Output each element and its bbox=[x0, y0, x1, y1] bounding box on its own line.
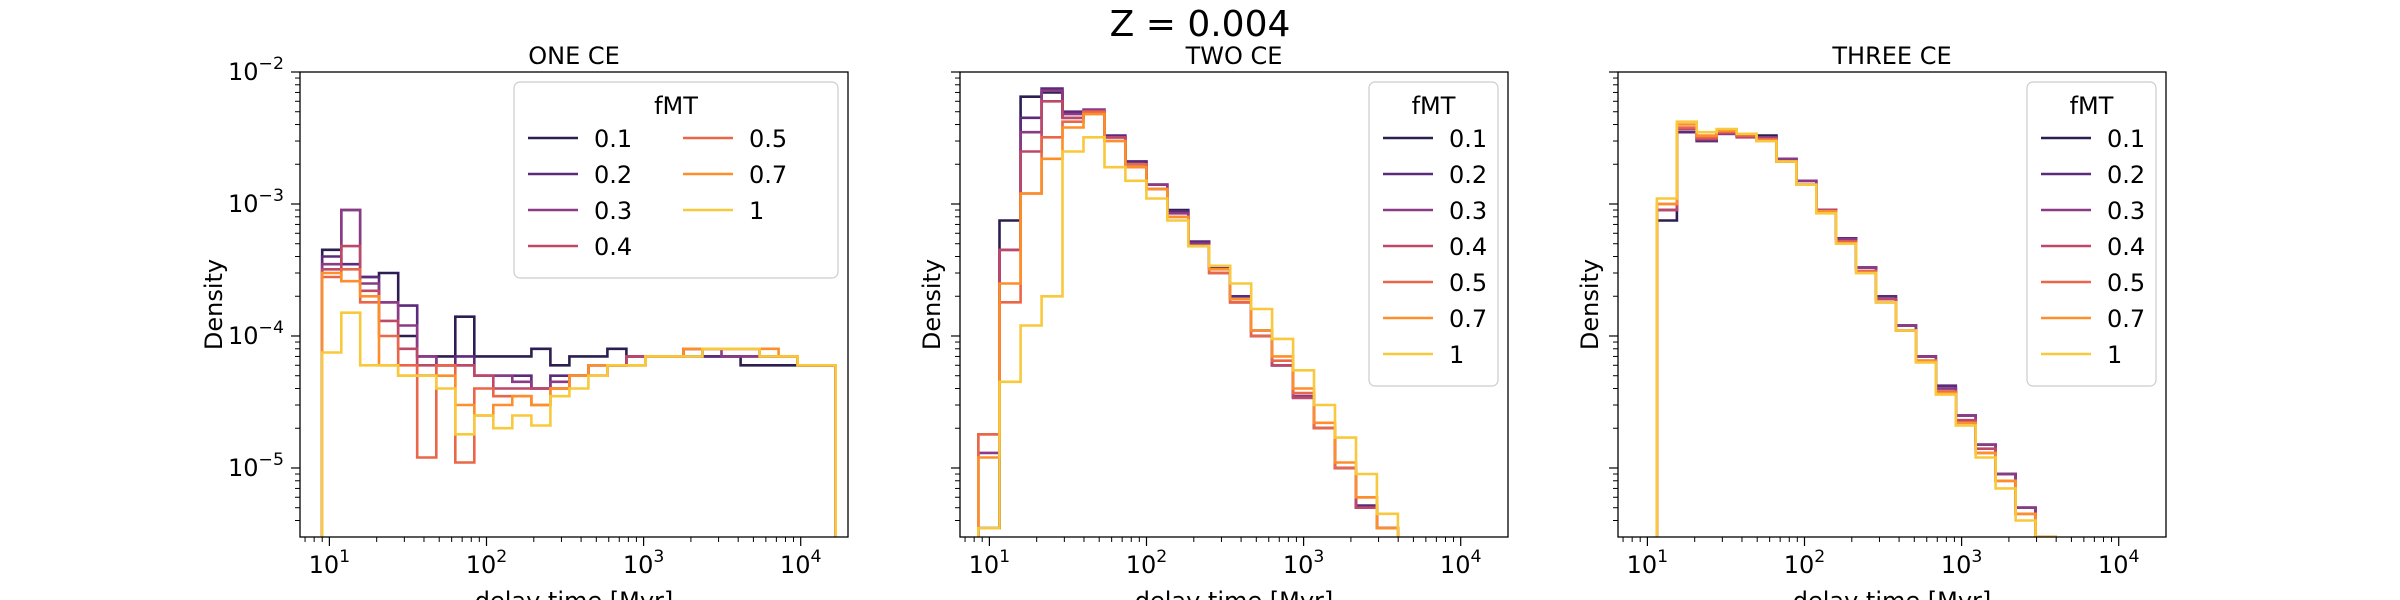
legend-entry-label: 0.7 bbox=[1449, 305, 1487, 333]
x-tick-label: 102 bbox=[1126, 547, 1168, 579]
legend: fMT 0.1 0.2 0.3 0.4 0.5 0.7 1 bbox=[2026, 81, 2157, 387]
y-tick-label: 10−5 bbox=[228, 450, 284, 482]
legend-entry-label: 0.4 bbox=[1449, 233, 1487, 261]
legend-title: fMT bbox=[1412, 92, 1456, 120]
legend-entry-label: 0.1 bbox=[594, 125, 632, 153]
x-axis-label: delay time [Myr] bbox=[1793, 587, 1992, 600]
legend-entry-label: 0.4 bbox=[594, 233, 632, 261]
series-line-0-7 bbox=[977, 112, 1400, 537]
legend-entry-label: 0.7 bbox=[749, 161, 787, 189]
x-tick-label: 101 bbox=[969, 547, 1011, 579]
series-line-1 bbox=[1655, 120, 2057, 537]
legend-entry-label: 0.2 bbox=[594, 161, 632, 189]
legend-entry-label: 1 bbox=[1449, 341, 1464, 369]
x-tick-label: 101 bbox=[1627, 547, 1669, 579]
x-tick-label: 103 bbox=[1283, 547, 1325, 579]
x-tick-label: 104 bbox=[2098, 547, 2140, 579]
y-axis-label: Density bbox=[918, 259, 946, 350]
y-axis-label: Density bbox=[1576, 259, 1604, 350]
legend-entry-label: 0.3 bbox=[594, 197, 632, 225]
x-axis-label: delay time [Myr] bbox=[1135, 587, 1334, 600]
y-tick-label: 10−2 bbox=[228, 54, 284, 86]
legend-entry-label: 0.2 bbox=[1449, 161, 1487, 189]
legend-entry-label: 0.5 bbox=[1449, 269, 1487, 297]
x-axis-label: delay time [Myr] bbox=[475, 587, 674, 600]
x-tick-label: 104 bbox=[1440, 547, 1482, 579]
legend: fMT 0.1 0.2 0.3 0.4 0.5 0.7 1 bbox=[513, 81, 839, 279]
y-tick-label: 10−4 bbox=[228, 318, 284, 350]
legend-entry-label: 1 bbox=[2107, 341, 2122, 369]
legend-entry-label: 0.1 bbox=[2107, 125, 2145, 153]
axes-frame bbox=[299, 71, 849, 538]
series-group bbox=[320, 208, 837, 537]
panel-title: TWO CE bbox=[1185, 42, 1283, 70]
series-line-1 bbox=[320, 311, 837, 537]
legend-entry-label: 0.4 bbox=[2107, 233, 2145, 261]
legend-title: fMT bbox=[2070, 92, 2114, 120]
figure-suptitle: Z = 0.004 bbox=[1109, 4, 1291, 45]
panel-3: 101 102 103 104 THREE CE delay time [Myr] Dens… bbox=[1576, 42, 2167, 600]
x-tick-label: 104 bbox=[780, 547, 822, 579]
axes-frame bbox=[959, 71, 1509, 538]
x-tick-label: 102 bbox=[466, 547, 508, 579]
y-axis-label: Density bbox=[200, 259, 228, 350]
x-tick-label: 103 bbox=[623, 547, 665, 579]
x-tick-label: 102 bbox=[1784, 547, 1826, 579]
axes-frame bbox=[1617, 71, 2167, 538]
panel-2: 101 102 103 104 TWO CE delay time [Myr] Densit… bbox=[918, 42, 1509, 600]
legend-entry-label: 0.2 bbox=[2107, 161, 2145, 189]
legend-box bbox=[513, 81, 839, 279]
legend-entry-label: 0.3 bbox=[2107, 197, 2145, 225]
panel-title: THREE CE bbox=[1831, 42, 1951, 70]
panel-title: ONE CE bbox=[528, 42, 620, 70]
legend-entry-label: 0.7 bbox=[2107, 305, 2145, 333]
legend-box bbox=[1368, 81, 1499, 387]
x-tick-label: 103 bbox=[1941, 547, 1983, 579]
series-line-0-3 bbox=[320, 208, 837, 537]
series-group bbox=[977, 87, 1400, 537]
x-tick-label: 101 bbox=[309, 547, 351, 579]
legend-entry-label: 0.1 bbox=[1449, 125, 1487, 153]
y-tick-label: 10−3 bbox=[228, 186, 284, 218]
legend-entry-label: 1 bbox=[749, 197, 764, 225]
series-line-1 bbox=[977, 136, 1400, 537]
legend: fMT 0.1 0.2 0.3 0.4 0.5 0.7 1 bbox=[1368, 81, 1499, 387]
legend-title: fMT bbox=[654, 92, 698, 120]
legend-entry-label: 0.5 bbox=[749, 125, 787, 153]
legend-box bbox=[2026, 81, 2157, 387]
series-group bbox=[1655, 120, 2057, 537]
legend-entry-label: 0.3 bbox=[1449, 197, 1487, 225]
panel-1: 101 102 103 104 10−5 10−4 10−3 10−2 ONE CE delay … bbox=[200, 42, 849, 600]
legend-entry-label: 0.5 bbox=[2107, 269, 2145, 297]
